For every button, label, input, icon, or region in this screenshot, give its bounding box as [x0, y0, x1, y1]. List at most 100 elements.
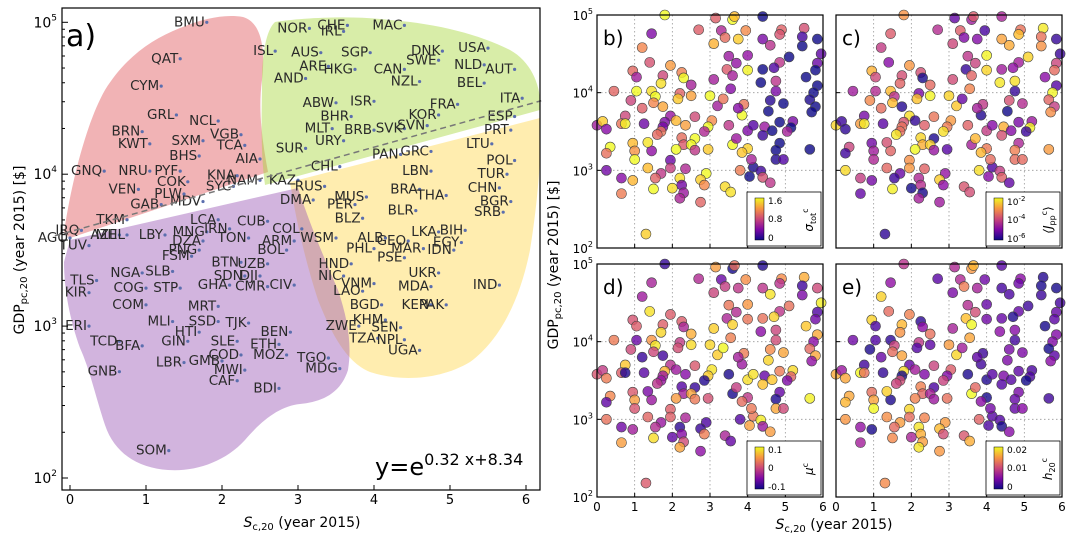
data-point: [956, 342, 968, 354]
country-point: [285, 353, 289, 357]
country-label: SGP: [341, 45, 368, 61]
country-label: GNQ: [71, 163, 102, 179]
y-tick-label: 103: [573, 162, 593, 178]
data-point: [870, 71, 881, 83]
data-point: [906, 431, 917, 443]
data-point: [704, 90, 716, 102]
panel-c: c)10-210-410-6⟨Jppc⟩: [830, 9, 1066, 249]
y-tick-label: 104: [573, 85, 593, 101]
country-point: [452, 248, 456, 252]
data-point: [796, 40, 808, 52]
country-point: [304, 146, 308, 150]
data-point: [840, 165, 851, 176]
country-point: [342, 274, 346, 278]
country-point: [418, 348, 422, 353]
country-point: [197, 248, 201, 252]
country-label: MWI: [214, 362, 243, 378]
colorbar-tick-label: 0.02: [1007, 446, 1027, 456]
country-point: [383, 236, 387, 240]
x-tick-label: 6: [819, 500, 827, 514]
data-point: [734, 414, 746, 425]
data-point: [887, 183, 898, 195]
country-label: HTI: [175, 324, 197, 340]
y-tick-base: 10: [573, 336, 588, 350]
data-point: [996, 33, 1008, 45]
colorbar-tick-label: 0.01: [1007, 464, 1027, 474]
small-panels-y-label: GDPpc,20 (year 2015) [$]: [546, 181, 564, 350]
y-tick-label: 102: [33, 469, 57, 487]
data-point: [710, 12, 721, 24]
data-point: [625, 344, 637, 355]
country-point: [501, 210, 505, 214]
data-point: [928, 111, 940, 123]
country-point: [429, 303, 433, 307]
data-point: [1013, 29, 1024, 40]
data-point: [975, 396, 987, 407]
country-point: [300, 227, 304, 231]
data-point: [947, 74, 959, 85]
data-point: [746, 403, 757, 414]
country-label: TON: [217, 230, 247, 246]
data-point: [840, 123, 851, 135]
country-label: WSM: [300, 230, 334, 246]
country-label: GRC: [400, 143, 429, 159]
data-point: [601, 372, 612, 384]
country-point: [235, 174, 239, 178]
country-label: NZL: [391, 74, 418, 90]
data-point: [725, 186, 737, 198]
country-point: [429, 285, 433, 289]
country-point: [247, 321, 251, 325]
country-label: VNM: [341, 276, 372, 292]
data-point: [934, 445, 945, 457]
country-point: [266, 262, 270, 266]
country-point: [368, 51, 372, 55]
colorbar-label: h20c: [1040, 458, 1057, 480]
data-point: [774, 278, 785, 289]
country-point: [163, 233, 167, 237]
data-point: [670, 364, 682, 375]
data-point: [804, 393, 816, 404]
data-point: [764, 288, 776, 300]
data-point: [947, 323, 959, 334]
country-point: [87, 243, 91, 248]
country-label: KEN: [402, 297, 429, 313]
data-point: [655, 78, 667, 89]
data-point: [917, 72, 928, 84]
data-point: [1049, 313, 1060, 325]
country-label: ISR: [350, 93, 372, 109]
y-tick-base: 10: [33, 471, 51, 487]
data-point: [1007, 62, 1019, 74]
data-point: [764, 426, 776, 438]
y-tick-exponent: 3: [588, 162, 593, 171]
y-tick-label: 102: [573, 240, 593, 256]
data-point: [1039, 320, 1051, 332]
data-point: [619, 118, 631, 130]
country-point: [205, 20, 209, 24]
country-label: KOR: [408, 107, 436, 123]
data-point: [740, 25, 752, 36]
data-point: [928, 393, 940, 405]
y-tick-exponent: 2: [588, 489, 593, 498]
data-point: [887, 97, 898, 109]
country-point: [125, 218, 129, 222]
data-point: [631, 320, 642, 332]
country-label: GNB: [88, 364, 118, 380]
country-point: [437, 271, 441, 275]
data-point: [674, 192, 686, 204]
colorbar-label-sup: c: [801, 463, 810, 467]
data-point: [732, 351, 744, 363]
data-point: [636, 42, 648, 53]
data-point: [732, 33, 744, 45]
data-point: [601, 123, 612, 135]
data-point: [919, 412, 930, 424]
country-point: [402, 256, 406, 260]
data-point: [768, 62, 780, 74]
colorbar-label-main: h: [1041, 472, 1055, 480]
country-label: GEO: [377, 233, 407, 249]
country-point: [216, 304, 220, 308]
country-label: SXM: [172, 133, 201, 149]
data-point: [879, 477, 891, 489]
